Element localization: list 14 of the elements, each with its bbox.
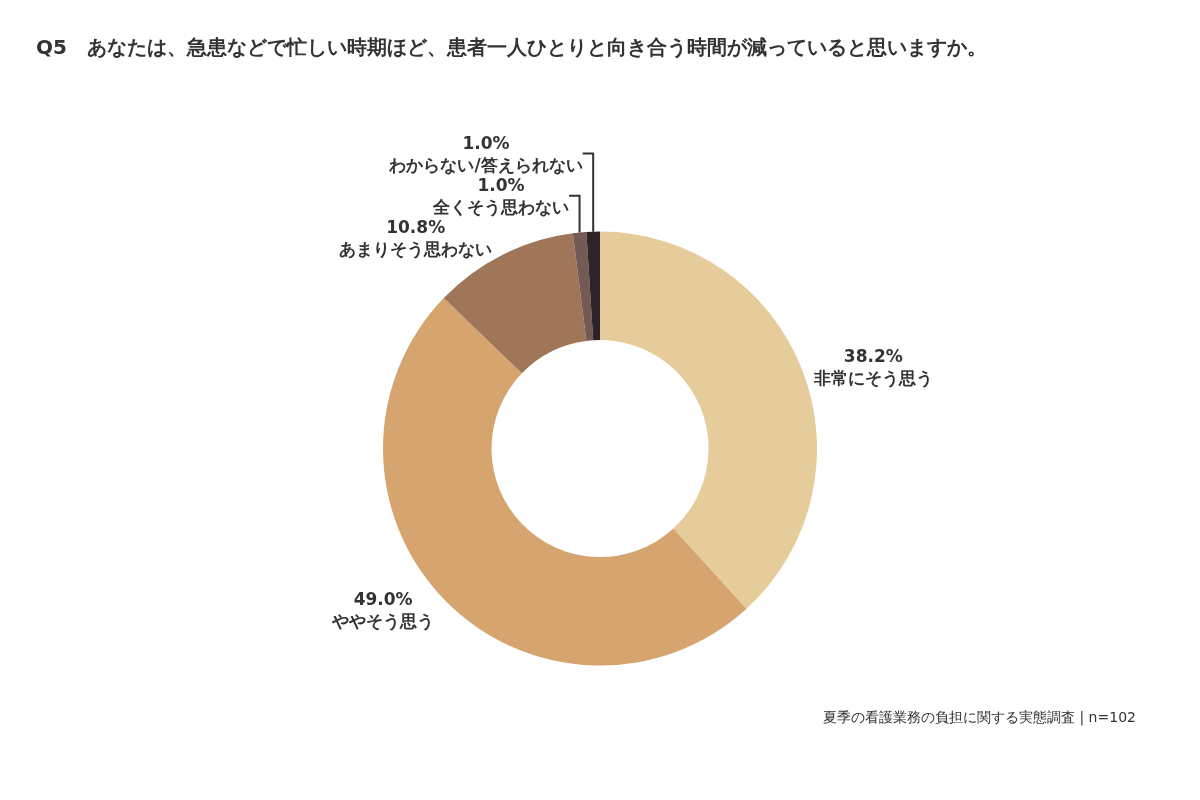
slice-label: 全くそう思わない <box>432 196 570 217</box>
data-label: 1.0% <box>462 132 510 153</box>
donut-slice <box>586 231 600 341</box>
slice-label: あまりそう思わない <box>339 238 493 259</box>
data-label: 49.0% <box>353 589 413 610</box>
data-label: 1.0% <box>477 174 525 195</box>
data-label: 38.2% <box>843 346 903 367</box>
slice-label: わからない/答えられない <box>388 154 583 175</box>
chart-title: Q5 あなたは、急患などで忙しい時期ほど、患者一人ひとりと向き合う時間が減っていると思いますか。 <box>36 35 987 59</box>
donut-slice <box>572 232 594 341</box>
data-label: 10.8% <box>386 216 446 237</box>
slice-label: ややそう思う <box>331 611 435 632</box>
slice-label: 非常にそう思う <box>812 368 933 389</box>
text: 夏季の看護業務の負担に関する実態調査 | n=102 <box>823 709 1136 726</box>
